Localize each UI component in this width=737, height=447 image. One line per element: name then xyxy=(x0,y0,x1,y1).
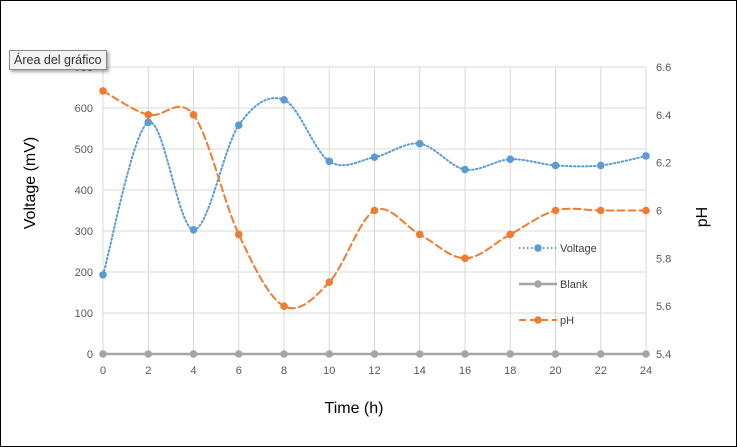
x-tick-label: 14 xyxy=(414,365,426,377)
data-point xyxy=(234,230,243,239)
y2-tick-label: 6.6 xyxy=(656,62,671,74)
y-tick-label: 100 xyxy=(75,308,93,320)
data-point xyxy=(596,161,605,170)
y2-tick-label: 6.4 xyxy=(656,110,671,122)
data-point xyxy=(144,118,153,127)
legend[interactable]: Voltage Blank pH xyxy=(519,243,597,327)
data-point xyxy=(189,350,198,358)
x-tick-label: 0 xyxy=(100,365,106,377)
y-tick-label: 500 xyxy=(75,144,93,156)
legend-item-voltage: Voltage xyxy=(519,243,597,255)
data-point xyxy=(325,278,334,287)
x-tick-label: 16 xyxy=(459,365,471,377)
data-point xyxy=(461,350,469,358)
x-tick-label: 20 xyxy=(549,365,561,377)
data-point xyxy=(325,350,334,358)
data-point xyxy=(189,225,198,234)
x-axis-ticks: 0 2 4 6 8 10 12 14 16 18 20 22 24 xyxy=(100,365,652,377)
legend-marker xyxy=(534,316,542,324)
x-tick-label: 6 xyxy=(236,365,242,377)
series-group xyxy=(99,87,650,358)
data-point xyxy=(461,254,469,263)
data-point xyxy=(596,206,605,215)
y-axis-title: Voltage (mV) xyxy=(22,137,39,229)
y2-tick-label: 5.4 xyxy=(656,349,671,361)
x-tick-label: 24 xyxy=(640,365,652,377)
legend-label: Blank xyxy=(560,279,588,291)
data-point xyxy=(234,350,243,358)
series-blank xyxy=(99,350,650,358)
data-point xyxy=(551,206,560,215)
data-point xyxy=(596,350,605,358)
y2-axis-title: pH xyxy=(694,207,711,227)
legend-item-ph: pH xyxy=(519,315,574,327)
data-point xyxy=(234,121,243,130)
data-point xyxy=(99,87,107,95)
data-point xyxy=(506,230,515,239)
data-point xyxy=(280,96,288,104)
legend-label: pH xyxy=(560,315,574,327)
data-point xyxy=(461,165,469,174)
y-tick-label: 0 xyxy=(87,349,93,361)
legend-item-blank: Blank xyxy=(519,279,588,291)
data-point xyxy=(370,153,379,161)
x-tick-label: 2 xyxy=(145,365,151,377)
data-point xyxy=(99,271,107,279)
y2-tick-label: 6.2 xyxy=(656,158,671,170)
data-point xyxy=(551,350,560,358)
legend-marker xyxy=(534,244,542,252)
y-tick-label: 600 xyxy=(75,103,93,115)
y2-tick-label: 6 xyxy=(656,206,662,218)
y2-tick-label: 5.8 xyxy=(656,253,671,265)
series-ph xyxy=(99,87,650,310)
x-tick-label: 4 xyxy=(190,365,196,377)
data-point xyxy=(415,350,424,358)
data-point xyxy=(370,350,379,358)
x-tick-label: 10 xyxy=(323,365,335,377)
data-point xyxy=(280,302,288,310)
y-tick-label: 300 xyxy=(75,226,93,238)
data-point xyxy=(99,350,107,358)
x-tick-label: 18 xyxy=(504,365,516,377)
data-point xyxy=(642,206,650,215)
y-tick-label: 400 xyxy=(75,185,93,197)
data-point xyxy=(370,206,379,215)
data-point xyxy=(551,161,560,170)
data-point xyxy=(506,350,515,358)
data-point xyxy=(144,350,153,358)
x-tick-label: 8 xyxy=(281,365,287,377)
x-axis-title: Time (h) xyxy=(325,400,384,417)
x-tick-label: 12 xyxy=(368,365,380,377)
right-axis-ticks: 5.4 5.6 5.8 6 6.2 6.4 6.6 xyxy=(656,62,671,361)
data-point xyxy=(506,155,515,164)
data-point xyxy=(642,152,650,160)
x-tick-label: 22 xyxy=(595,365,607,377)
data-point xyxy=(415,230,424,239)
y2-tick-label: 5.6 xyxy=(656,301,671,313)
y-tick-label: 200 xyxy=(75,267,93,279)
left-axis-ticks: 0100200300400500600700 xyxy=(75,62,93,361)
data-point xyxy=(189,111,198,119)
data-point xyxy=(415,139,424,148)
data-point xyxy=(325,157,334,166)
series-line xyxy=(102,97,647,276)
data-point xyxy=(280,350,288,358)
legend-label: Voltage xyxy=(560,243,597,255)
data-point xyxy=(144,111,153,119)
series-voltage xyxy=(99,96,650,279)
data-point xyxy=(642,350,650,358)
legend-marker xyxy=(534,280,542,288)
chart-area-tooltip: Área del gráfico xyxy=(9,50,107,70)
